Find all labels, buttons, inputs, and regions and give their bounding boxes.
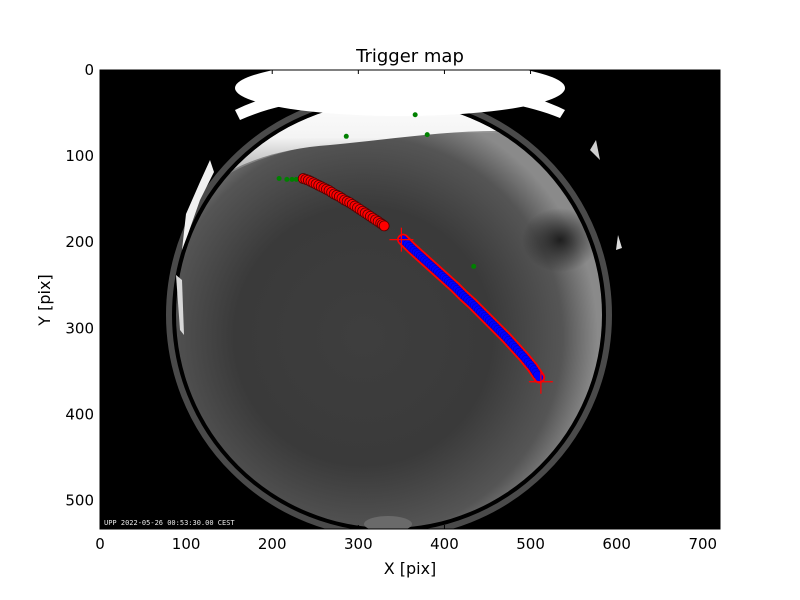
endpoint-marker — [389, 227, 414, 252]
chart-title: Trigger map — [355, 46, 464, 67]
green-point — [289, 176, 295, 182]
green-point — [424, 132, 430, 138]
x-tick-label: 400 — [430, 535, 459, 553]
y-tick-label: 200 — [65, 233, 94, 251]
blue-point — [535, 373, 544, 382]
red-point — [378, 220, 390, 232]
x-tick-label: 0 — [95, 535, 105, 553]
endpoint-marker — [528, 369, 553, 394]
x-tick-label: 200 — [258, 535, 287, 553]
plot-frame — [99, 69, 721, 530]
y-axis: 0 100 200 300 400 500 — [65, 61, 720, 510]
y-tick-label: 0 — [84, 61, 94, 79]
green-point — [343, 133, 349, 139]
green-point — [293, 176, 299, 182]
y-tick-label: 300 — [65, 319, 94, 337]
x-tick-label: 100 — [172, 535, 201, 553]
green-point — [284, 176, 290, 182]
timestamp-overlay: UPP 2022-05-26 00:53:30.00 CEST — [104, 519, 235, 527]
x-tick-label: 300 — [344, 535, 373, 553]
y-tick-label: 400 — [65, 405, 94, 423]
data-markers — [276, 112, 553, 394]
y-axis-label: Y [pix] — [35, 274, 54, 326]
x-tick-label: 600 — [602, 535, 631, 553]
green-point — [471, 263, 477, 269]
x-tick-label: 500 — [516, 535, 545, 553]
x-tick-label: 700 — [688, 535, 717, 553]
sky-image: UPP 2022-05-26 00:53:30.00 CEST — [100, 70, 720, 529]
green-point — [276, 176, 282, 182]
x-axis: 0 100 200 300 400 500 600 700 — [95, 70, 717, 553]
y-tick-label: 500 — [65, 492, 94, 510]
x-axis-label: X [pix] — [384, 559, 437, 578]
green-point — [412, 112, 418, 118]
y-tick-label: 100 — [65, 147, 94, 165]
